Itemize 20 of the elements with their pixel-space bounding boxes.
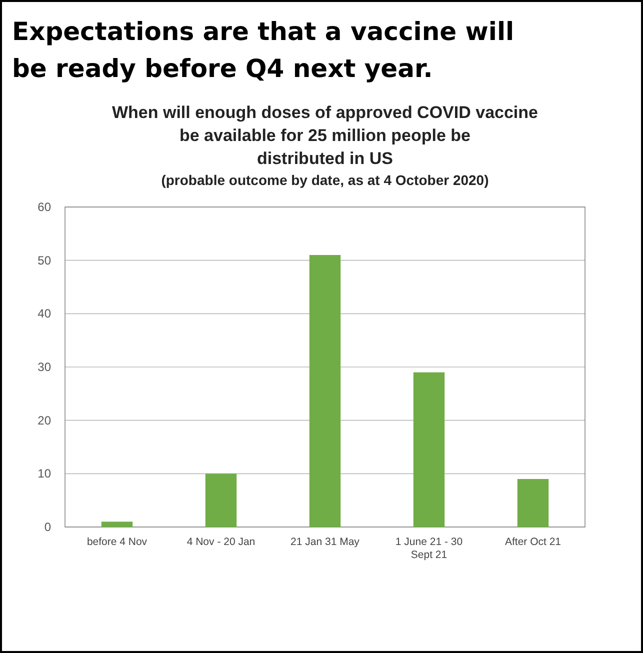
text: (probable outcome by date, as at 4 October 2020) — [161, 172, 489, 188]
x-tick-label: 21 Jan 31 May — [290, 536, 360, 548]
chart-subtitle: When will enough doses of approved COVID vaccine be available for 25 million people be distributed in US — [112, 103, 538, 168]
x-tick-label: After Oct 21 — [504, 536, 562, 548]
chart-title: Expectations are that a vaccine will be ready before Q4 next year. — [12, 17, 514, 83]
y-tick-label: 50 — [38, 253, 52, 268]
y-tick-label: 30 — [38, 360, 52, 374]
bar — [517, 479, 549, 527]
bar — [205, 474, 237, 527]
x-tick-label: before 4 Nov — [86, 536, 148, 548]
bar — [309, 255, 341, 527]
y-tick-label: 40 — [38, 306, 52, 321]
y-tick-label: 0 — [44, 520, 52, 534]
y-tick-label: 20 — [38, 413, 52, 428]
bar — [413, 372, 445, 527]
y-tick-label: 60 — [38, 200, 52, 214]
bar — [101, 522, 133, 527]
x-tick-label: 1 June 21 - 30 Sept 21 — [395, 536, 463, 561]
y-tick-label: 10 — [38, 466, 52, 481]
x-tick-label: 4 Nov - 20 Jan — [186, 536, 256, 548]
